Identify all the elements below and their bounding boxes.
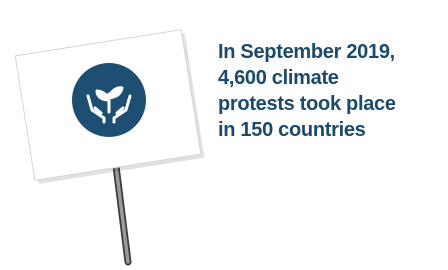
infographic: In September 2019, 4,600 climate protest… — [0, 0, 448, 270]
caption-line: 4,600 climate — [218, 67, 339, 89]
caption-line: protests took place — [218, 93, 396, 115]
caption-line: In September 2019, — [218, 41, 395, 63]
caption-line: in 150 countries — [218, 119, 366, 141]
